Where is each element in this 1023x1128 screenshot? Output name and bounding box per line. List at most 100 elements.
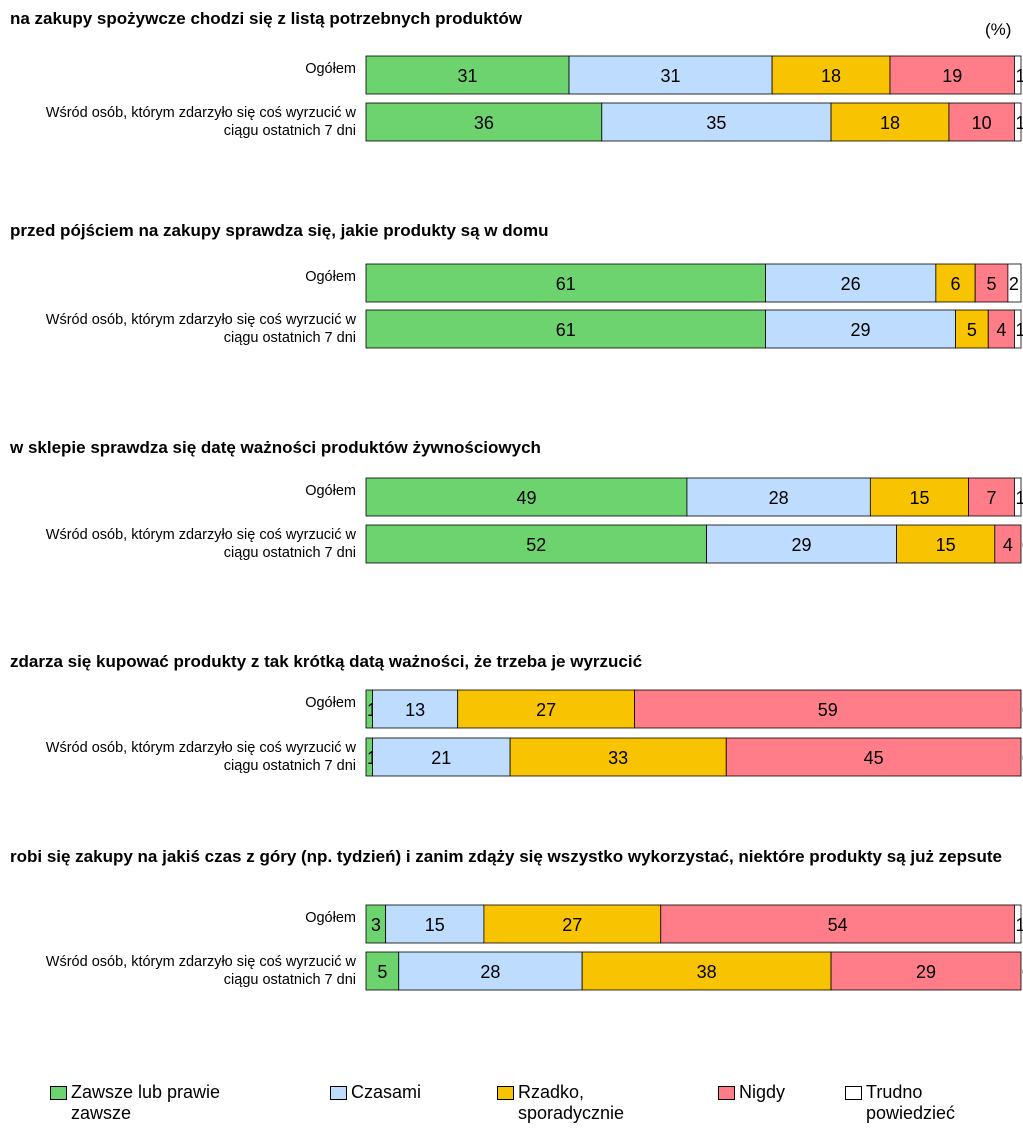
bar-segment <box>634 689 1022 729</box>
bar-segment <box>686 477 871 517</box>
bar-segment <box>869 477 969 517</box>
value-label: 4 <box>1003 535 1013 555</box>
value-label: 54 <box>828 915 848 935</box>
category-label: Wśród osób, którym zdarzyło się coś wyrz… <box>45 954 356 988</box>
value-label: 0 <box>1022 535 1023 555</box>
value-label: 18 <box>821 66 841 86</box>
legend-swatch <box>330 1086 347 1100</box>
category-label: Wśród osób, którym zdarzyło się coś wyrz… <box>45 527 356 561</box>
value-label: 19 <box>942 66 962 86</box>
legend-label: Nigdy <box>739 1082 786 1102</box>
value-label: 38 <box>697 962 717 982</box>
value-label: 10 <box>972 113 992 133</box>
value-label: 52 <box>526 535 546 555</box>
bar-segment <box>771 55 891 95</box>
bar-segment <box>889 55 1015 95</box>
bar-segment <box>706 524 897 564</box>
value-label: 27 <box>536 700 556 720</box>
legend-swatch <box>497 1086 514 1100</box>
value-label: 0 <box>1022 962 1023 982</box>
panel-title: w sklepie sprawdza się datę ważności pro… <box>10 438 541 457</box>
bar-segment <box>725 737 1022 777</box>
bar-segment <box>365 477 688 517</box>
legend-item: Trudno powiedzieć <box>845 1082 965 1124</box>
category-label: Wśród osób, którym zdarzyło się coś wyrz… <box>45 740 356 774</box>
value-label: 49 <box>516 488 536 508</box>
unit-label: (%) <box>985 20 1012 39</box>
category-label: Ogółem <box>305 695 356 711</box>
bar-segment <box>1014 309 1022 349</box>
value-label: 1 <box>1015 915 1023 935</box>
legend-swatch <box>845 1086 862 1100</box>
value-label: 7 <box>987 488 997 508</box>
bar-segment <box>483 904 662 944</box>
value-label: 13 <box>405 700 425 720</box>
bar-segment <box>398 951 583 991</box>
bar-segment <box>457 689 635 729</box>
legend-swatch <box>718 1086 735 1100</box>
bar-segment <box>948 102 1015 142</box>
value-label: 0 <box>1022 748 1023 768</box>
bar-segment <box>1014 477 1022 517</box>
bar-segment <box>987 309 1015 349</box>
bar-segment <box>372 689 459 729</box>
legend-item: Nigdy <box>718 1082 828 1103</box>
legend-label: Trudno powiedzieć <box>866 1082 956 1123</box>
bar-segment <box>974 263 1009 303</box>
value-label: 31 <box>661 66 681 86</box>
value-label: 5 <box>987 274 997 294</box>
category-label: Ogółem <box>305 61 356 77</box>
bar-segment <box>1014 904 1022 944</box>
bar-segment <box>509 737 727 777</box>
value-label: 5 <box>377 962 387 982</box>
bar-segment <box>365 102 603 142</box>
bar-segment <box>1014 55 1022 95</box>
category-label: Ogółem <box>305 269 356 285</box>
value-label: 61 <box>556 274 576 294</box>
legend-label: Czasami <box>351 1082 422 1102</box>
value-label: 18 <box>880 113 900 133</box>
panel-title: zdarza się kupować produkty z tak krótką… <box>10 652 643 671</box>
category-label: Wśród osób, którym zdarzyło się coś wyrz… <box>45 312 356 346</box>
value-label: 1 <box>1015 488 1023 508</box>
bar-segment <box>601 102 832 142</box>
value-label: 1 <box>367 748 377 768</box>
category-label: Ogółem <box>305 483 356 499</box>
value-label: 21 <box>431 748 451 768</box>
bar-segment <box>765 263 937 303</box>
value-label: 26 <box>841 274 861 294</box>
value-label: 1 <box>1015 66 1023 86</box>
bar-segment <box>830 951 1022 991</box>
value-label: 15 <box>936 535 956 555</box>
legend-item: Czasami <box>330 1082 480 1103</box>
value-label: 29 <box>916 962 936 982</box>
value-label: 27 <box>562 915 582 935</box>
value-label: 61 <box>556 320 576 340</box>
value-label: 4 <box>996 320 1006 340</box>
legend-swatch <box>50 1086 67 1100</box>
bar-segment <box>385 904 485 944</box>
bar-segment <box>994 524 1022 564</box>
panel-title: na zakupy spożywcze chodzi się z listą p… <box>10 9 522 28</box>
value-label: 1 <box>367 700 377 720</box>
bar-segment <box>365 263 766 303</box>
panel-title: przed pójściem na zakupy sprawdza się, j… <box>10 221 549 240</box>
value-label: 15 <box>909 488 929 508</box>
value-label: 5 <box>967 320 977 340</box>
value-label: 2 <box>1009 274 1019 294</box>
bar-segment <box>365 309 766 349</box>
value-label: 59 <box>818 700 838 720</box>
bar-segment <box>935 263 976 303</box>
value-label: 1 <box>1015 320 1023 340</box>
bar-segment <box>955 309 989 349</box>
value-label: 15 <box>425 915 445 935</box>
value-label: 6 <box>950 274 960 294</box>
value-label: 31 <box>458 66 478 86</box>
legend-item: Zawsze lub prawie zawsze <box>50 1082 300 1124</box>
value-label: 29 <box>851 320 871 340</box>
value-label: 33 <box>608 748 628 768</box>
value-label: 3 <box>371 915 381 935</box>
panel-title: robi się zakupy na jakiś czas z góry (np… <box>10 847 1002 866</box>
legend-item: Rzadko, sporadycznie <box>497 1082 657 1124</box>
